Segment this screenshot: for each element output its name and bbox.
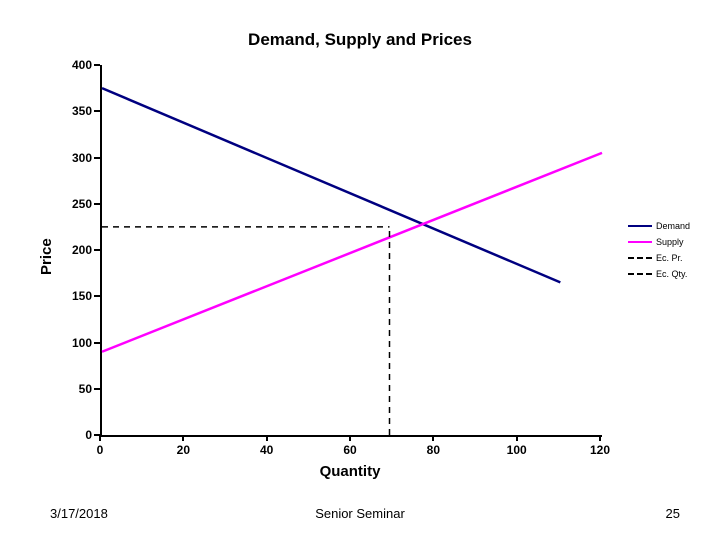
legend-swatch	[628, 241, 652, 243]
y-tick-mark	[94, 388, 100, 390]
y-tick-mark	[94, 249, 100, 251]
series-line	[102, 88, 560, 282]
x-tick-label: 80	[413, 443, 453, 457]
legend-swatch	[628, 225, 652, 227]
x-tick-label: 20	[163, 443, 203, 457]
x-tick-label: 60	[330, 443, 370, 457]
legend-item: Supply	[628, 236, 690, 248]
y-tick-label: 400	[52, 58, 92, 72]
legend-item: Ec. Qty.	[628, 268, 690, 280]
x-tick-label: 120	[580, 443, 620, 457]
x-axis-title: Quantity	[100, 463, 600, 480]
chart-lines	[102, 65, 602, 435]
legend-item: Demand	[628, 220, 690, 232]
x-tick-mark	[182, 435, 184, 441]
x-tick-mark	[349, 435, 351, 441]
y-tick-mark	[94, 157, 100, 159]
chart-title: Demand, Supply and Prices	[0, 30, 720, 50]
x-tick-label: 100	[497, 443, 537, 457]
y-tick-label: 150	[52, 289, 92, 303]
y-tick-label: 350	[52, 104, 92, 118]
y-tick-label: 100	[52, 336, 92, 350]
x-tick-mark	[516, 435, 518, 441]
y-tick-mark	[94, 64, 100, 66]
y-tick-label: 0	[52, 428, 92, 442]
series-line	[102, 153, 602, 352]
x-tick-label: 0	[80, 443, 120, 457]
y-tick-label: 200	[52, 243, 92, 257]
legend-label: Ec. Pr.	[656, 253, 683, 263]
plot-area	[100, 65, 602, 437]
y-tick-mark	[94, 342, 100, 344]
legend-label: Demand	[656, 221, 690, 231]
y-tick-mark	[94, 295, 100, 297]
footer: 3/17/2018 Senior Seminar 25	[0, 506, 720, 526]
x-tick-label: 40	[247, 443, 287, 457]
x-tick-mark	[432, 435, 434, 441]
legend-label: Supply	[656, 237, 684, 247]
legend-swatch	[628, 257, 652, 259]
legend-item: Ec. Pr.	[628, 252, 690, 264]
x-tick-mark	[266, 435, 268, 441]
legend-label: Ec. Qty.	[656, 269, 687, 279]
x-tick-mark	[99, 435, 101, 441]
y-tick-mark	[94, 203, 100, 205]
y-tick-label: 50	[52, 382, 92, 396]
y-tick-label: 250	[52, 197, 92, 211]
x-tick-mark	[599, 435, 601, 441]
legend-swatch	[628, 273, 652, 275]
y-tick-mark	[94, 110, 100, 112]
legend: Demand Supply Ec. Pr. Ec. Qty.	[628, 220, 690, 284]
footer-page: 25	[666, 506, 680, 521]
y-tick-label: 300	[52, 151, 92, 165]
footer-center: Senior Seminar	[0, 506, 720, 521]
